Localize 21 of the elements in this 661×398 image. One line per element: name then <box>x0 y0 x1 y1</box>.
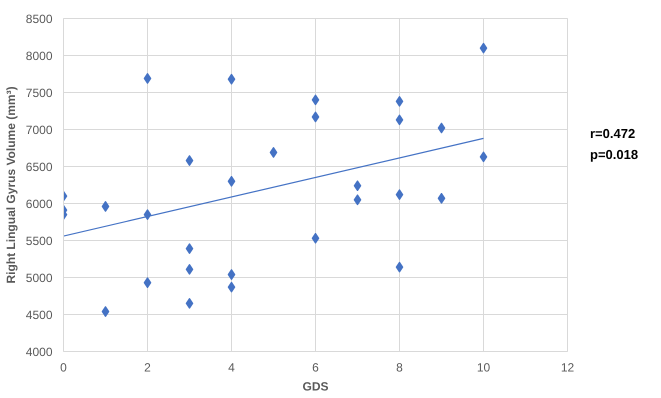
text: p=0.018 <box>590 147 638 162</box>
x-axis-title: GDS <box>302 380 329 394</box>
y-tick-label: 4500 <box>26 308 53 322</box>
x-tick-label: 0 <box>60 360 68 374</box>
y-tick-label: 7500 <box>26 86 53 100</box>
x-tick-label: 12 <box>560 360 574 374</box>
x-tick-label: 10 <box>476 360 490 374</box>
text: r=0.472 <box>590 126 636 141</box>
x-tick-label: 6 <box>312 360 320 374</box>
x-tick-label: 2 <box>144 360 152 374</box>
y-tick-label: 6500 <box>26 160 53 174</box>
y-tick-label: 8000 <box>26 49 53 63</box>
x-tick-label: 4 <box>228 360 236 374</box>
y-tick-label: 7000 <box>26 123 53 137</box>
x-tick-label: 8 <box>396 360 404 374</box>
y-tick-label: 5000 <box>26 271 53 285</box>
y-tick-label: 4000 <box>26 345 53 359</box>
y-tick-label: 6000 <box>26 197 53 211</box>
y-tick-label: 8500 <box>26 12 53 26</box>
y-tick-label: 5500 <box>26 234 53 248</box>
y-axis-title: Right Lingual Gyrus Volume (mm³) <box>4 86 18 284</box>
